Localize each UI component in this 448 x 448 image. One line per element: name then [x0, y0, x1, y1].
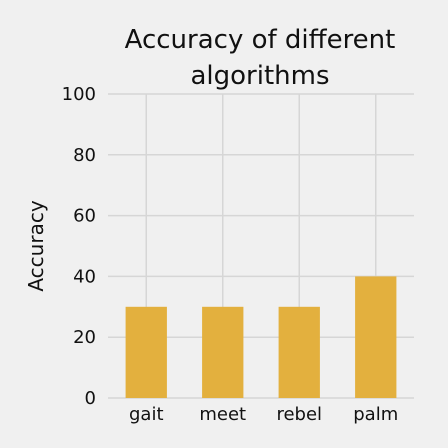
x-tick-labels: gait meet rebel palm [129, 404, 398, 425]
bars [125, 276, 397, 398]
y-tick-label: 40 [73, 266, 96, 287]
x-tick-label-gait: gait [129, 404, 164, 425]
y-tick-label: 100 [62, 84, 96, 105]
chart-title-line-1: Accuracy of different [125, 25, 396, 55]
x-tick-label-palm: palm [353, 404, 398, 425]
y-axis-label: Accuracy [24, 200, 48, 291]
bar-gait [125, 306, 167, 398]
bar-meet [202, 306, 244, 398]
y-tick-label: 80 [73, 145, 96, 166]
bar-rebel [278, 306, 320, 398]
x-tick-label-rebel: rebel [276, 404, 322, 425]
y-tick-label: 60 [73, 206, 96, 227]
bar-palm [355, 276, 397, 398]
chart-title-line-2: algorithms [190, 61, 329, 91]
y-tick-labels: 0 20 40 60 80 100 [62, 84, 96, 409]
x-tick-label-meet: meet [199, 404, 246, 425]
y-tick-label: 0 [85, 388, 96, 409]
y-tick-label: 20 [73, 327, 96, 348]
